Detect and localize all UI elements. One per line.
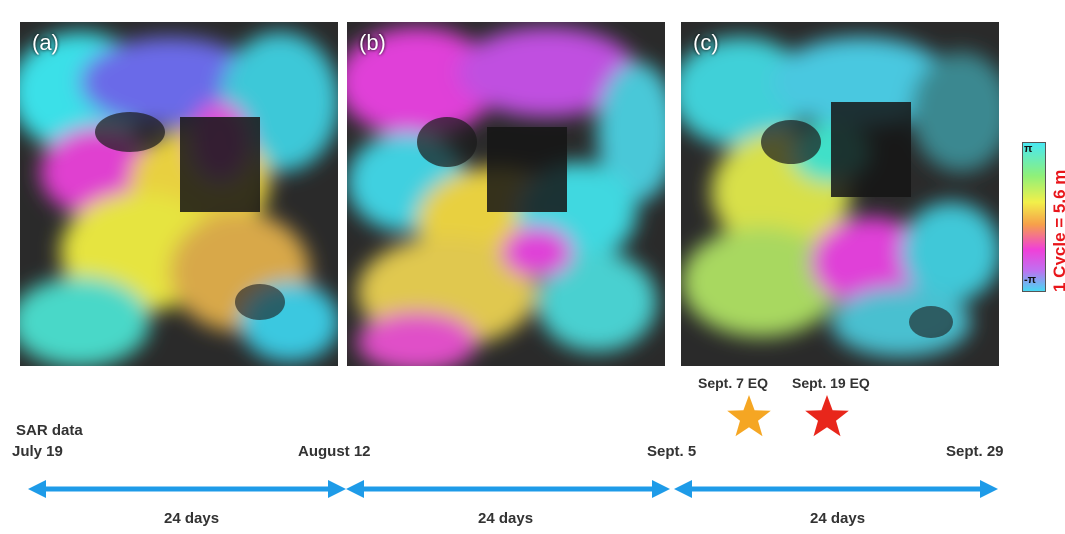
star-icon: [727, 395, 771, 437]
date-label-sept5: Sept. 5: [647, 443, 697, 460]
star-icon: [805, 395, 849, 437]
interferogram-image-c: [681, 22, 999, 366]
timeline-arrow-2: [346, 480, 670, 498]
timeline-heading: SAR data: [16, 422, 83, 439]
interval-label-1: 24 days: [164, 510, 220, 527]
interferogram-image-b: [347, 22, 665, 366]
eq-label-sept19: Sept. 19 EQ: [792, 375, 870, 391]
timeline-arrow-3: [674, 480, 998, 498]
interval-label-2: 24 days: [478, 510, 534, 527]
interval-label-3: 24 days: [810, 510, 866, 527]
interferogram-panel-a: (a): [20, 22, 338, 366]
panel-label-b: (b): [359, 30, 386, 55]
panel-label-a: (a): [32, 30, 59, 55]
interferogram-panel-c: (c): [681, 22, 999, 366]
timeline-arrow-1: [28, 480, 346, 498]
interferogram-panel-b: (b): [347, 22, 665, 366]
date-label-sept29: Sept. 29: [946, 443, 1004, 460]
date-label-august12: August 12: [298, 443, 371, 460]
phase-colorbar: [1022, 142, 1046, 292]
eq-label-sept7: Sept. 7 EQ: [698, 375, 769, 391]
interferogram-image-a: [20, 22, 338, 366]
panel-label-c: (c): [693, 30, 719, 55]
date-label-july19: July 19: [12, 443, 63, 460]
colorbar-caption: 1 Cycle = 5.6 m: [1050, 170, 1065, 292]
colorbar-bottom-label: -π: [1024, 274, 1037, 286]
colorbar-top-label: π: [1024, 143, 1033, 155]
